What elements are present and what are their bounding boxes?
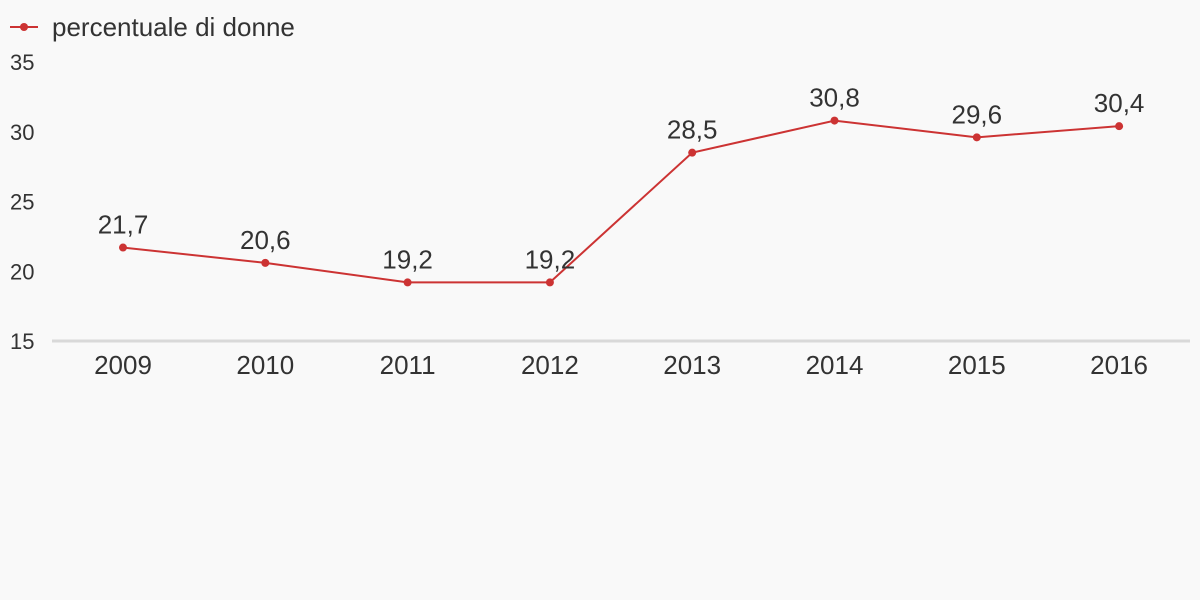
x-tick-label: 2010 bbox=[236, 350, 294, 380]
data-label: 28,5 bbox=[667, 115, 718, 145]
data-label: 20,6 bbox=[240, 225, 291, 255]
legend: percentuale di donne bbox=[10, 8, 295, 46]
data-point bbox=[688, 148, 697, 157]
data-label: 19,2 bbox=[382, 244, 433, 274]
x-tick-label: 2011 bbox=[380, 350, 436, 380]
x-tick-label: 2014 bbox=[806, 350, 864, 380]
data-point bbox=[261, 258, 270, 267]
data-point bbox=[830, 116, 839, 125]
legend-marker bbox=[10, 23, 38, 31]
data-label: 30,4 bbox=[1094, 88, 1145, 118]
y-tick-label: 25 bbox=[10, 190, 34, 215]
data-point bbox=[545, 278, 554, 287]
x-tick-label: 2016 bbox=[1090, 350, 1148, 380]
data-label: 21,7 bbox=[98, 210, 149, 240]
y-tick-label: 20 bbox=[10, 259, 34, 284]
series-line bbox=[122, 119, 1120, 284]
x-tick-label: 2013 bbox=[663, 350, 721, 380]
y-tick-label: 35 bbox=[10, 50, 34, 75]
x-tick-label: 2012 bbox=[521, 350, 579, 380]
x-tick-label: 2009 bbox=[94, 350, 152, 380]
data-point bbox=[972, 133, 981, 142]
y-tick-label: 15 bbox=[10, 329, 34, 354]
data-label: 19,2 bbox=[525, 244, 576, 274]
legend-label: percentuale di donne bbox=[52, 11, 295, 42]
data-point bbox=[1115, 122, 1124, 131]
data-point bbox=[119, 243, 127, 252]
x-tick-label: 2015 bbox=[948, 350, 1006, 380]
y-tick-label: 30 bbox=[10, 120, 34, 145]
data-label: 30,8 bbox=[809, 83, 860, 113]
data-label: 29,6 bbox=[951, 99, 1002, 129]
data-point bbox=[403, 278, 412, 287]
